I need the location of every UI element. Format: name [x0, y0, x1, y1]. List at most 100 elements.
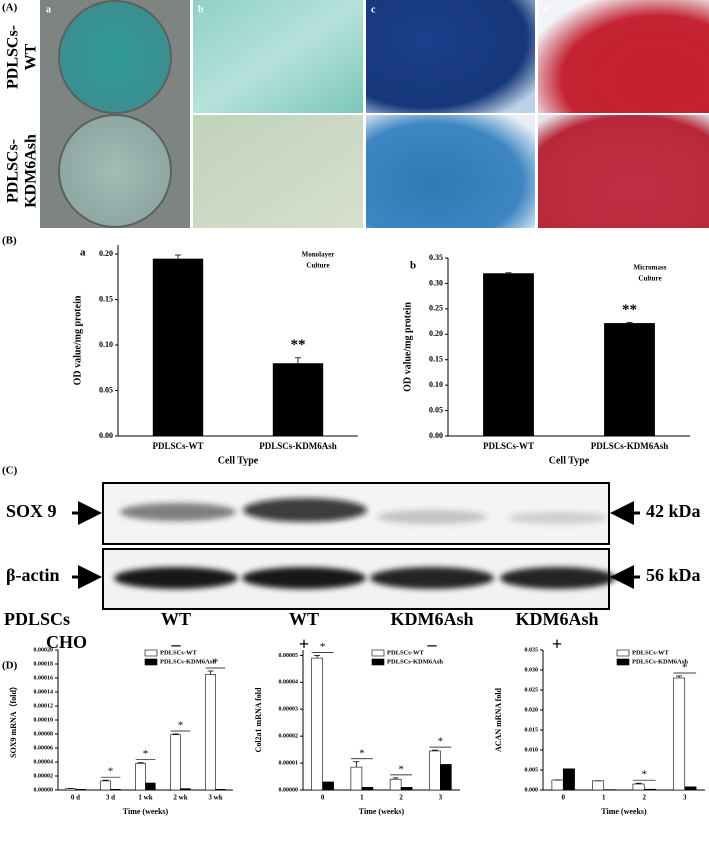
y-tick-label: 0.005	[525, 767, 539, 773]
western-blot	[72, 482, 640, 610]
y-axis-label: OD value/mg protein	[402, 302, 413, 392]
y-tick-label: 0.00018	[34, 661, 54, 667]
photo-d	[538, 0, 709, 113]
legend-swatch	[616, 649, 630, 657]
band	[242, 567, 366, 589]
y-tick-label: 0.25	[429, 304, 443, 313]
photo-c	[366, 0, 535, 113]
y-tick-label: 0.20	[429, 329, 443, 338]
significance: *	[213, 657, 219, 669]
bar	[440, 764, 452, 791]
x-axis-label: Time (weeks)	[123, 807, 169, 816]
bar	[483, 273, 534, 436]
y-tick-label: 0.10	[429, 380, 443, 389]
band	[114, 567, 238, 589]
y-tick-label: 0.020	[525, 707, 539, 713]
lane-cho: –	[427, 634, 438, 654]
photo-b	[193, 115, 363, 228]
band	[370, 567, 494, 589]
panel-label: (B)	[2, 235, 17, 247]
annotation: Culture	[306, 262, 329, 270]
y-tick-label: 0.00004	[34, 759, 54, 765]
y-tick-label: 0.00020	[34, 647, 54, 653]
y-tick-label: 0.010	[525, 747, 539, 753]
size-label: 42 kDa	[646, 501, 701, 521]
y-tick-label: 0.015	[525, 727, 539, 733]
y-tick-label: 0.00000	[279, 787, 299, 793]
panel-label: (A)	[2, 2, 18, 14]
bar	[322, 781, 334, 791]
y-tick-label: 0.05	[429, 405, 443, 414]
y-tick-label: 0.00006	[34, 745, 54, 751]
significance: *	[108, 766, 114, 778]
bar	[604, 323, 655, 436]
y-tick-label: 0.00001	[279, 760, 299, 766]
legend-label: PDLSCs-KDM6Ash	[160, 658, 216, 665]
column-label: d	[543, 4, 549, 15]
y-tick-label: 0.00	[99, 431, 113, 440]
row-title: CHO	[46, 632, 87, 652]
bar	[673, 677, 686, 791]
chart-label: b	[410, 260, 416, 272]
bar	[361, 787, 374, 791]
x-tick-label: PDLSCs-KDM6Ash	[259, 441, 337, 451]
y-tick-label: 0.00000	[34, 787, 54, 793]
bar	[551, 779, 564, 791]
legend-swatch	[371, 649, 385, 657]
bar	[75, 788, 86, 791]
bar	[180, 788, 191, 791]
significance: *	[398, 763, 404, 775]
y-tick-label: 0.035	[525, 647, 539, 653]
chart-label: a	[80, 247, 86, 259]
y-tick-label: 0.05	[99, 385, 113, 394]
y-tick-label: 0.35	[429, 253, 443, 262]
y-tick-label: 0.030	[525, 667, 539, 673]
legend-swatch	[616, 658, 630, 666]
panel-label: (D)	[2, 660, 18, 672]
legend-label: PDLSCs-KDM6Ash	[387, 658, 443, 665]
x-tick-label: 3	[439, 794, 443, 802]
panel-label: (C)	[2, 465, 18, 477]
blot-labels: SOX 9 β-actin 42 kDa 56 kDa PDLSCs CHO W…	[4, 501, 701, 654]
bar	[205, 674, 216, 791]
annotation: Micromass	[634, 264, 667, 272]
x-axis-label: Cell Type	[549, 455, 590, 466]
x-tick-label: PDLSCs-KDM6Ash	[591, 441, 669, 451]
significance: *	[359, 747, 365, 759]
x-tick-label: 3 d	[106, 794, 115, 802]
legend-swatch	[371, 658, 385, 666]
x-axis-label: Time (weeks)	[359, 807, 405, 816]
y-axis-label: Col2a1 mRNA fold	[254, 687, 263, 752]
y-tick-label: 0.30	[429, 278, 443, 287]
lane-cho: +	[552, 634, 562, 654]
row-title: PDLSCs	[4, 609, 70, 629]
y-tick-label: 0.00002	[279, 734, 299, 740]
legend-label: PDLSCs-WT	[632, 649, 670, 656]
lane-cell: WT	[289, 609, 319, 629]
lane-cho: –	[171, 634, 182, 654]
row-labels: PDLSCs- WT PDLSCs- KDM6Ash	[5, 25, 40, 208]
y-tick-label: 0.000	[525, 787, 539, 793]
x-tick-label: 2	[643, 794, 647, 802]
y-tick-label: 0.15	[99, 294, 113, 303]
band	[243, 498, 367, 522]
protein-label: β-actin	[6, 565, 59, 585]
bar	[350, 766, 363, 791]
y-tick-label: 0.00002	[34, 773, 54, 779]
y-tick-label: 0.10	[99, 340, 113, 349]
band	[508, 512, 608, 524]
row-label: WT	[23, 43, 40, 70]
x-tick-label: 1 wk	[138, 794, 152, 802]
bar	[592, 780, 605, 791]
significance: *	[320, 641, 326, 653]
y-tick-label: 0.00	[429, 431, 443, 440]
x-tick-label: 0	[562, 794, 566, 802]
x-axis-label: Time (weeks)	[601, 807, 647, 816]
y-tick-label: 0.00016	[34, 675, 54, 681]
x-tick-label: 3	[683, 794, 687, 802]
x-tick-label: 1	[602, 794, 606, 802]
y-tick-label: 0.00010	[34, 717, 54, 723]
bar	[389, 778, 402, 791]
photo-c	[366, 115, 535, 228]
bar	[643, 788, 656, 791]
